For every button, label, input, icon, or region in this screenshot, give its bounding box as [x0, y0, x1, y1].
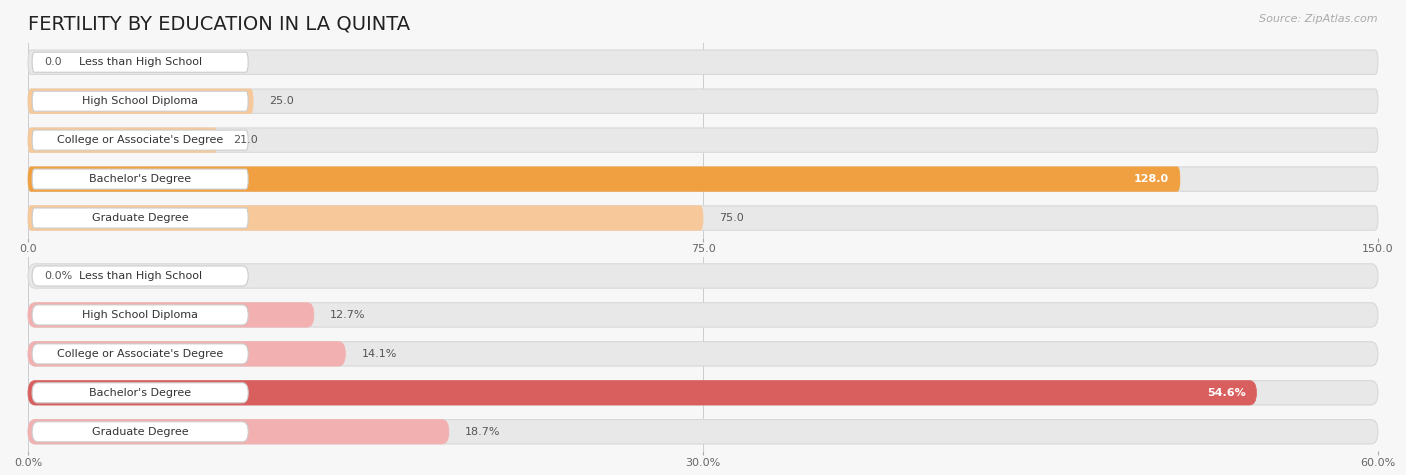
Text: Bachelor's Degree: Bachelor's Degree — [89, 174, 191, 184]
FancyBboxPatch shape — [32, 208, 247, 228]
Text: Graduate Degree: Graduate Degree — [91, 427, 188, 437]
Text: FERTILITY BY EDUCATION IN LA QUINTA: FERTILITY BY EDUCATION IN LA QUINTA — [28, 14, 411, 33]
FancyBboxPatch shape — [32, 383, 249, 403]
Text: Graduate Degree: Graduate Degree — [91, 213, 188, 223]
FancyBboxPatch shape — [28, 206, 1378, 230]
Text: High School Diploma: High School Diploma — [82, 310, 198, 320]
FancyBboxPatch shape — [28, 303, 1378, 327]
Text: 25.0: 25.0 — [270, 96, 294, 106]
Text: 75.0: 75.0 — [720, 213, 744, 223]
FancyBboxPatch shape — [28, 380, 1378, 405]
FancyBboxPatch shape — [28, 167, 1378, 191]
FancyBboxPatch shape — [32, 91, 247, 111]
FancyBboxPatch shape — [32, 266, 249, 286]
FancyBboxPatch shape — [28, 206, 703, 230]
FancyBboxPatch shape — [28, 419, 1378, 444]
Text: 0.0%: 0.0% — [45, 271, 73, 281]
FancyBboxPatch shape — [28, 89, 1378, 114]
FancyBboxPatch shape — [28, 128, 217, 152]
FancyBboxPatch shape — [32, 130, 247, 150]
FancyBboxPatch shape — [28, 167, 1180, 191]
FancyBboxPatch shape — [28, 50, 1378, 75]
FancyBboxPatch shape — [28, 342, 1378, 366]
FancyBboxPatch shape — [28, 303, 314, 327]
FancyBboxPatch shape — [32, 52, 247, 72]
FancyBboxPatch shape — [32, 305, 249, 325]
Text: Source: ZipAtlas.com: Source: ZipAtlas.com — [1260, 14, 1378, 24]
Text: Bachelor's Degree: Bachelor's Degree — [89, 388, 191, 398]
Text: College or Associate's Degree: College or Associate's Degree — [58, 135, 224, 145]
Text: 128.0: 128.0 — [1135, 174, 1170, 184]
FancyBboxPatch shape — [28, 380, 1257, 405]
FancyBboxPatch shape — [28, 128, 1378, 152]
FancyBboxPatch shape — [28, 419, 449, 444]
FancyBboxPatch shape — [32, 169, 247, 189]
FancyBboxPatch shape — [28, 342, 346, 366]
Text: 0.0: 0.0 — [45, 57, 62, 67]
FancyBboxPatch shape — [28, 89, 253, 114]
Text: 14.1%: 14.1% — [361, 349, 396, 359]
Text: 18.7%: 18.7% — [465, 427, 501, 437]
Text: Less than High School: Less than High School — [79, 271, 201, 281]
Text: 54.6%: 54.6% — [1206, 388, 1246, 398]
FancyBboxPatch shape — [32, 344, 249, 364]
Text: Less than High School: Less than High School — [79, 57, 201, 67]
FancyBboxPatch shape — [32, 422, 249, 442]
Text: 12.7%: 12.7% — [330, 310, 366, 320]
Text: High School Diploma: High School Diploma — [82, 96, 198, 106]
Text: 21.0: 21.0 — [233, 135, 259, 145]
Text: College or Associate's Degree: College or Associate's Degree — [58, 349, 224, 359]
FancyBboxPatch shape — [28, 264, 1378, 288]
